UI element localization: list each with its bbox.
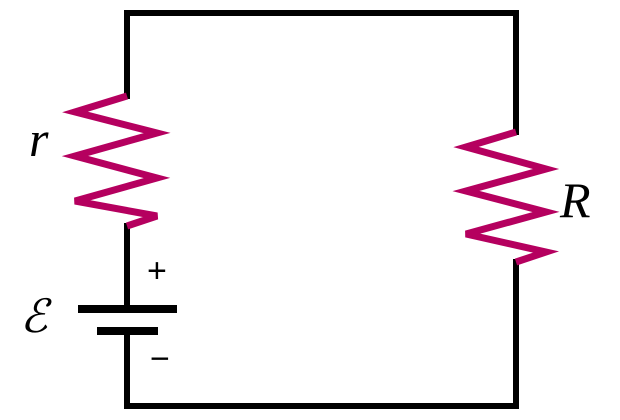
- internal-resistor: [61, 92, 171, 230]
- positive-terminal-sign: +: [147, 252, 167, 290]
- load-resistor-label: R: [559, 172, 591, 228]
- negative-terminal-sign: −: [150, 340, 170, 378]
- internal-resistor-label: r: [29, 111, 49, 167]
- top-wire: [124, 10, 519, 135]
- battery-negative-plate: [97, 327, 158, 335]
- bottom-wire: [124, 329, 519, 409]
- battery-positive-plate: [78, 305, 177, 313]
- load-resistor: [452, 128, 560, 266]
- emf-label: ℰ: [20, 291, 52, 342]
